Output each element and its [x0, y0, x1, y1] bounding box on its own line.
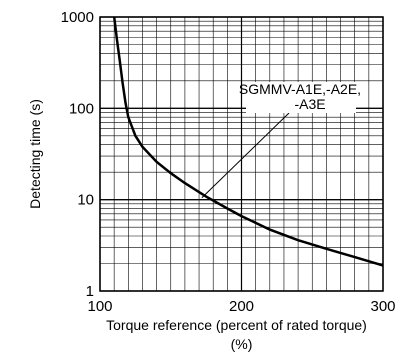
- y-axis-title: Detecting time (s): [27, 99, 43, 209]
- annotation-label-line-2: -A3E: [294, 96, 325, 112]
- x-axis-unit: (%): [231, 336, 253, 352]
- x-axis-title: Torque reference (percent of rated torqu…: [106, 317, 367, 333]
- y-tick-label: 1: [86, 283, 94, 300]
- x-tick-label: 100: [87, 298, 112, 315]
- y-tick-label: 10: [77, 192, 94, 209]
- series-curve: [112, 16, 384, 267]
- x-tick-label: 300: [370, 298, 395, 315]
- y-tick-label: 1000: [61, 9, 94, 26]
- x-tick-label: 200: [229, 298, 254, 315]
- annotation-background: [246, 82, 356, 113]
- plot-frame: [99, 16, 384, 292]
- y-tick-labels: 1 10 100 1000: [61, 9, 94, 300]
- annotation-leader-line: [201, 112, 290, 199]
- x-tick-labels: 100 200 300: [87, 298, 395, 315]
- annotation-label-line-1: SGMMV-A1E,-A2E,: [239, 81, 361, 97]
- grid: [99, 16, 384, 292]
- y-tick-label: 100: [69, 100, 94, 117]
